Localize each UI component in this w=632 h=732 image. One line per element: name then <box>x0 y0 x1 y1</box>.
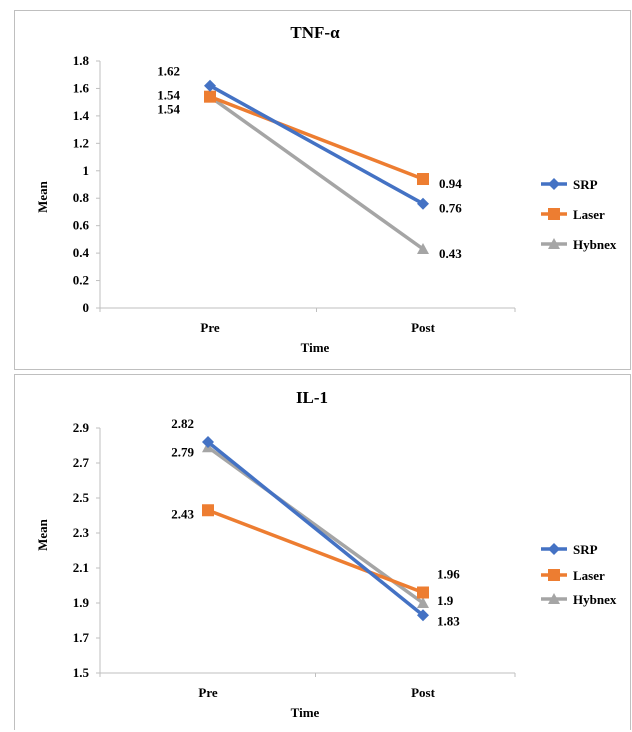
x-axis-label: Time <box>301 340 330 355</box>
chart-svg-il-1: IL-1 Time Mean 1.5 1.7 1.9 2.1 2.3 2.5 2.7 2.9 P… <box>35 388 617 720</box>
y-tick-label: 1.6 <box>73 80 90 95</box>
y-tick-label: 2.1 <box>73 560 89 575</box>
series-line-srp <box>206 440 425 617</box>
data-point-laser <box>417 173 429 186</box>
y-tick-label: 0 <box>83 300 90 315</box>
y-tick-label: 0.6 <box>73 218 90 233</box>
data-label: 1.54 <box>157 102 180 117</box>
data-point-laser <box>202 504 214 517</box>
data-label: 2.43 <box>171 506 194 521</box>
y-tick-label: 2.3 <box>73 525 90 540</box>
y-tick-label: 1.7 <box>73 630 90 645</box>
series-line-laser <box>207 508 424 595</box>
y-tick-label: 1.4 <box>73 108 90 123</box>
x-tick-label: Post <box>411 320 436 335</box>
chart-title: TNF-α <box>290 23 340 42</box>
legend-label-srp: SRP <box>573 542 598 557</box>
data-label: 1.96 <box>437 567 460 582</box>
y-tick-label: 1.2 <box>73 135 89 150</box>
y-tick-label: 2.7 <box>73 455 90 470</box>
y-tick-label: 2.5 <box>73 490 90 505</box>
x-tick-label: Post <box>411 685 436 700</box>
data-label: 1.62 <box>157 64 180 79</box>
y-axis-label: Mean <box>35 518 50 551</box>
data-label: 1.83 <box>437 613 460 628</box>
data-label: 0.76 <box>439 201 462 216</box>
data-point-laser <box>204 90 216 103</box>
legend-label-srp: SRP <box>573 177 598 192</box>
series-line-hybnex <box>208 95 425 251</box>
y-tick-label: 2.9 <box>73 420 90 435</box>
data-point-srp <box>204 79 216 92</box>
chart-panel-il-1: IL-1 Time Mean 1.5 1.7 1.9 2.1 2.3 2.5 2.7 2.9 P… <box>14 374 631 730</box>
legend-label-hybnex: Hybnex <box>573 592 617 607</box>
data-label: 0.94 <box>439 176 462 191</box>
series-line-srp <box>209 84 424 206</box>
legend-label-hybnex: Hybnex <box>573 237 617 252</box>
y-tick-label: 0.8 <box>73 190 90 205</box>
legend-marker-hybnex <box>548 593 560 604</box>
chart-svg-tnf-alpha: TNF-α Time Mean 0 0.2 0.4 0.6 0.8 1 1.2 1.4 1.6 1… <box>35 23 617 355</box>
y-axis-label: Mean <box>35 180 50 213</box>
y-tick-label: 0.2 <box>73 273 89 288</box>
data-point-srp <box>417 609 429 622</box>
x-axis-label: Time <box>291 705 320 720</box>
legend-marker-srp <box>548 543 560 555</box>
data-label: 1.9 <box>437 593 454 608</box>
legend-marker-laser <box>548 208 560 220</box>
y-tick-label: 0.4 <box>73 245 90 260</box>
data-label: 0.43 <box>439 246 462 261</box>
legend-label-laser: Laser <box>573 568 605 583</box>
data-label: 2.82 <box>171 416 194 431</box>
data-point-laser <box>417 586 429 599</box>
x-tick-label: Pre <box>200 320 219 335</box>
data-point-srp <box>202 436 214 448</box>
data-point-hybnex <box>417 242 429 254</box>
y-tick-label: 1.8 <box>73 53 90 68</box>
legend-marker-laser <box>548 569 560 581</box>
x-tick-label: Pre <box>198 685 217 700</box>
data-point-hybnex <box>417 597 429 608</box>
data-label: 1.54 <box>157 88 180 103</box>
data-label: 2.79 <box>171 444 194 459</box>
legend-label-laser: Laser <box>573 207 605 222</box>
series-line-laser <box>209 95 424 181</box>
y-tick-label: 1.5 <box>73 665 90 680</box>
y-tick-label: 1.9 <box>73 595 90 610</box>
data-point-srp <box>417 197 429 210</box>
chart-panel-tnf-alpha: TNF-α Time Mean 0 0.2 0.4 0.6 0.8 1 1.2 1.4 1.6 1… <box>14 10 631 370</box>
chart-title: IL-1 <box>296 388 328 407</box>
y-tick-label: 1 <box>83 163 90 178</box>
legend-marker-hybnex <box>548 238 560 249</box>
legend-marker-srp <box>548 178 560 190</box>
